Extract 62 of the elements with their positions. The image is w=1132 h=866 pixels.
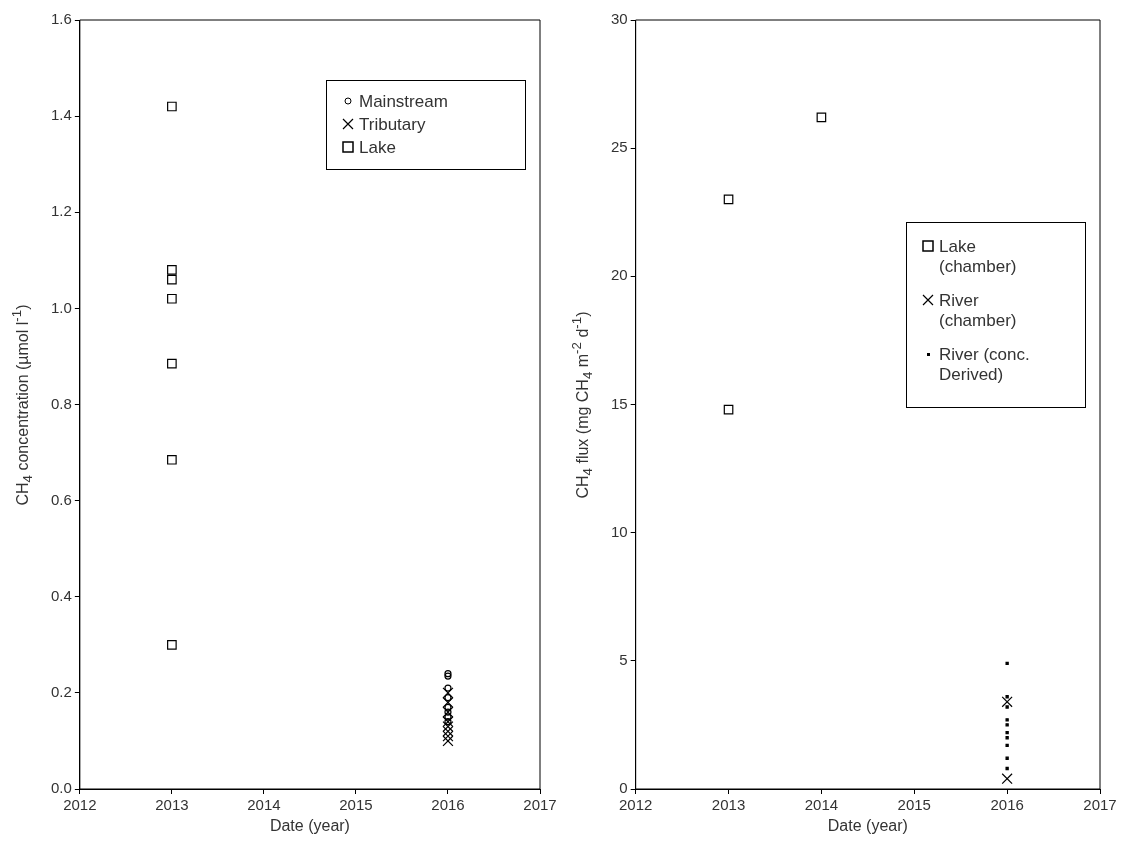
x-tick-label: 2013 [155,796,189,814]
point [167,265,177,275]
point [1005,695,1009,699]
point [816,112,827,123]
legend-label: Tributary [359,115,426,135]
point [444,703,452,711]
x-tick-label: 2014 [247,796,281,814]
x-tick-label: 2017 [523,796,557,814]
x-axis-title: Date (year) [827,817,908,835]
x-tick-label: 2016 [431,796,465,814]
x-tick-label: 2015 [339,796,373,814]
y-tick-label: 10 [611,522,628,540]
point [1001,773,1013,785]
point [167,454,177,465]
legend-label: Lake [359,138,396,158]
point [444,694,452,702]
y-tick-label: 0.6 [50,490,72,508]
legend-label: River (conc. Derived) [939,344,1031,385]
point [1005,756,1009,760]
point [167,358,177,369]
y-tick-label: 0 [619,779,628,797]
y-tick-label: 20 [611,266,628,284]
y-tick-label: 25 [611,138,628,156]
point [1005,730,1009,735]
point [723,404,734,415]
x-tick-label: 2013 [711,796,746,814]
x-tick-label: 2017 [1083,796,1117,814]
y-tick-label: 0.4 [50,586,72,604]
x-tick-label: 2014 [804,796,839,814]
point [167,101,177,112]
y-tick-label: 1.2 [50,202,72,220]
point [444,713,452,721]
legend-label: Mainstream [359,92,448,112]
x-tick-label: 2015 [897,796,931,814]
legend-label: Lake (chamber) [939,236,1018,277]
point [1005,743,1009,748]
y-tick-label: 30 [611,10,628,28]
x-axis-title: Date (year) [269,817,350,835]
point [1001,696,1013,708]
legend-label: River (chamber) [939,290,1018,331]
y-tick-label: 0.2 [50,683,72,701]
point [167,293,177,304]
y-tick-label: 15 [611,394,628,412]
y-tick-label: 1.4 [50,106,72,124]
y-tick-label: 0.8 [50,394,72,412]
y-tick-label: 5 [619,650,628,668]
point [167,274,177,285]
point [1005,705,1009,709]
y-tick-label: 1.6 [50,10,72,28]
point [723,194,734,205]
point [1005,723,1009,727]
y-tick-label: 1.0 [50,298,72,316]
point [1005,718,1009,722]
x-tick-label: 2012 [63,796,97,814]
y-tick-label: 0.0 [50,779,72,797]
point [1005,661,1009,666]
x-tick-label: 2016 [990,796,1024,814]
point [444,684,452,692]
point [1005,736,1009,740]
x-tick-label: 2012 [619,796,653,814]
point [167,639,177,650]
point [1005,766,1009,771]
